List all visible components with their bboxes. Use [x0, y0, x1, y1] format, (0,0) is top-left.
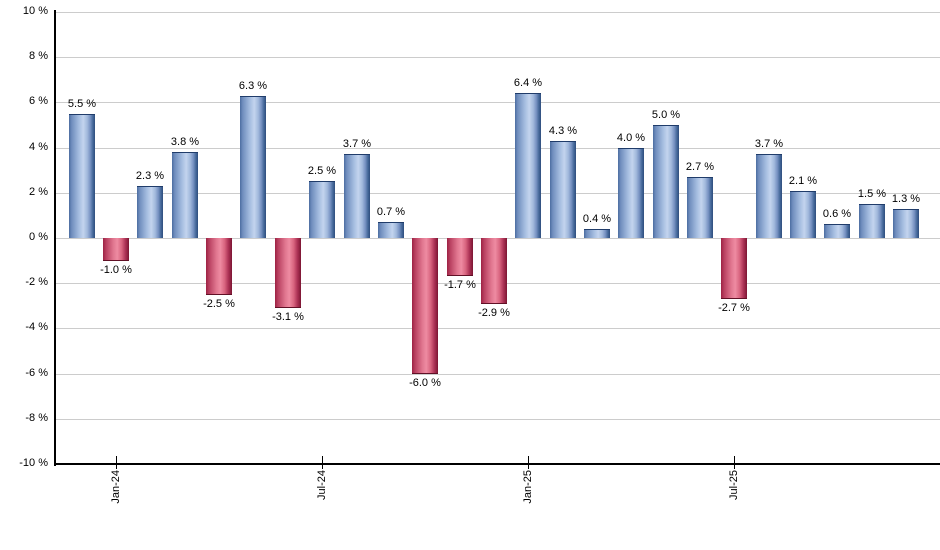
- bar-value-label: 2.3 %: [135, 170, 165, 182]
- bar: [859, 204, 885, 238]
- bar: [412, 238, 438, 374]
- bar-value-label: -2.5 %: [203, 298, 235, 310]
- y-axis-tick-label: 0 %: [29, 231, 48, 243]
- x-axis-tick-label: Jul-25: [728, 470, 740, 500]
- gridline: [55, 328, 940, 329]
- bar-value-label: -1.0 %: [100, 264, 132, 276]
- bar: [344, 154, 370, 238]
- bar: [481, 238, 507, 304]
- bar-value-label: 6.3 %: [238, 80, 268, 92]
- bar-value-label: 4.3 %: [548, 125, 578, 137]
- bar-value-label: -1.7 %: [444, 279, 476, 291]
- x-axis-line: [54, 463, 940, 465]
- y-axis-tick-label: 6 %: [29, 95, 48, 107]
- y-axis-line: [54, 10, 56, 466]
- y-axis-tick-label: 10 %: [22, 5, 48, 17]
- bar: [515, 93, 541, 238]
- bar: [103, 238, 129, 261]
- bar: [756, 154, 782, 238]
- bar: [309, 181, 335, 238]
- bar-value-label: 0.6 %: [822, 208, 852, 220]
- y-axis-tick-label: -6 %: [25, 367, 48, 379]
- bar-value-label: -3.1 %: [272, 311, 304, 323]
- bar: [824, 224, 850, 238]
- bar-value-label: 0.4 %: [582, 213, 612, 225]
- bar: [69, 114, 95, 238]
- bar-value-label: -2.7 %: [718, 302, 750, 314]
- x-axis-tick: [322, 456, 323, 469]
- x-axis-tick-label: Jul-24: [316, 470, 328, 500]
- bar: [653, 125, 679, 238]
- bar-value-label: 4.0 %: [616, 132, 646, 144]
- bar-value-label: 5.5 %: [67, 98, 97, 110]
- y-axis-tick-label: -10 %: [19, 457, 48, 469]
- bar-value-label: 2.5 %: [307, 165, 337, 177]
- bar-value-label: 3.8 %: [170, 136, 200, 148]
- bar: [721, 238, 747, 299]
- bar: [240, 96, 266, 238]
- bar-value-label: 2.1 %: [788, 175, 818, 187]
- gridline: [55, 102, 940, 103]
- bar: [790, 191, 816, 238]
- bar: [893, 209, 919, 238]
- y-axis-tick-label: 8 %: [29, 50, 48, 62]
- bar-value-label: 5.0 %: [651, 109, 681, 121]
- gridline: [55, 57, 940, 58]
- bar-value-label: -2.9 %: [478, 307, 510, 319]
- x-axis-tick: [528, 456, 529, 469]
- bar-value-label: 1.5 %: [857, 188, 887, 200]
- bar: [687, 177, 713, 238]
- bar-value-label: -6.0 %: [409, 377, 441, 389]
- bar-value-label: 1.3 %: [891, 193, 921, 205]
- bar: [137, 186, 163, 238]
- gridline: [55, 419, 940, 420]
- x-axis-tick: [734, 456, 735, 469]
- bar-value-label: 6.4 %: [513, 77, 543, 89]
- gridline: [55, 12, 940, 13]
- y-axis-tick-label: -2 %: [25, 276, 48, 288]
- y-axis-tick-label: 4 %: [29, 141, 48, 153]
- y-axis-tick-label: 2 %: [29, 186, 48, 198]
- bar: [206, 238, 232, 295]
- x-axis-tick-label: Jan-25: [522, 470, 534, 504]
- y-axis-tick-label: -8 %: [25, 412, 48, 424]
- bar-value-label: 2.7 %: [685, 161, 715, 173]
- x-axis-tick: [116, 456, 117, 469]
- bar: [584, 229, 610, 238]
- x-axis-tick-label: Jan-24: [110, 470, 122, 504]
- bar: [378, 222, 404, 238]
- bar-value-label: 0.7 %: [376, 206, 406, 218]
- bar: [550, 141, 576, 238]
- bar: [447, 238, 473, 276]
- bar: [172, 152, 198, 238]
- gridline: [55, 148, 940, 149]
- y-axis-tick-label: -4 %: [25, 321, 48, 333]
- bar-value-label: 3.7 %: [342, 138, 372, 150]
- bar: [275, 238, 301, 308]
- gridline: [55, 374, 940, 375]
- gridline: [55, 193, 940, 194]
- bar: [618, 148, 644, 238]
- bar-value-label: 3.7 %: [754, 138, 784, 150]
